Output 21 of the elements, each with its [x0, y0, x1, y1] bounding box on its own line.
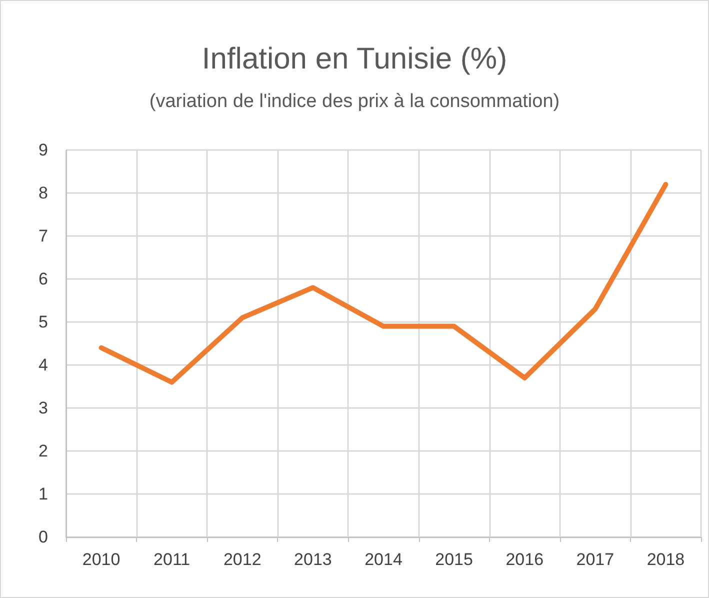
x-tick-label: 2010: [82, 550, 120, 569]
x-tick-label: 2014: [364, 550, 402, 569]
y-tick-label: 2: [38, 442, 48, 460]
y-tick-label: 0: [38, 528, 48, 546]
y-tick-label: 1: [38, 484, 48, 504]
x-tick-label: 2016: [506, 550, 544, 569]
x-tick-label: 2017: [576, 550, 614, 569]
y-tick-label: 5: [38, 312, 48, 332]
chart-subtitle: (variation de l'indice des prix à la consommation): [149, 91, 560, 112]
y-tick-label: 9: [38, 140, 48, 160]
y-tick-label: 7: [38, 226, 48, 246]
y-tick-label: 3: [38, 398, 48, 418]
x-tick-label: 2013: [294, 550, 332, 569]
x-tick-label: 2012: [223, 550, 262, 569]
x-tick-label: 2011: [154, 550, 190, 569]
chart-title: Inflation en Tunisie (%): [202, 42, 508, 76]
y-tick-label: 4: [38, 356, 48, 374]
x-tick-label: 2015: [435, 550, 473, 569]
x-tick-label: 2018: [646, 550, 685, 569]
y-tick-label: 8: [38, 184, 48, 202]
y-tick-label: 6: [38, 270, 48, 288]
